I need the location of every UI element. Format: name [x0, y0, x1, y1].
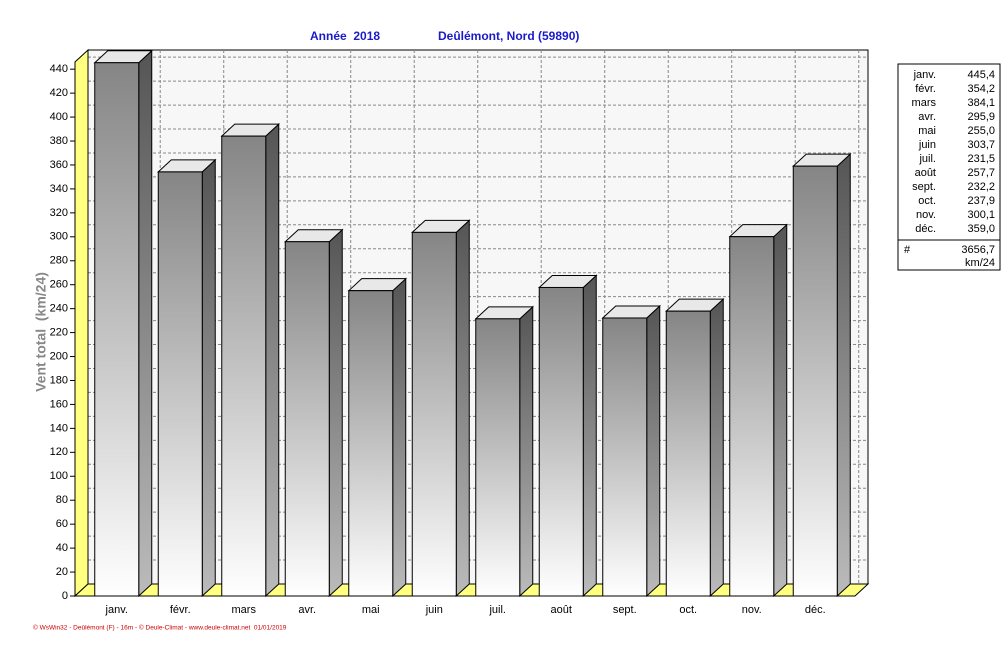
legend-category: mai	[918, 125, 936, 137]
legend-category: nov.	[916, 209, 936, 221]
legend-value: 354,2	[967, 83, 995, 95]
y-tick-label: 340	[50, 183, 68, 195]
bar	[221, 135, 267, 597]
legend-value: 257,7	[967, 167, 995, 179]
bar-side	[201, 158, 216, 598]
legend-value: 384,1	[967, 97, 995, 109]
bar-side	[265, 122, 280, 598]
legend-category: avr.	[918, 111, 936, 123]
bar-side	[519, 305, 534, 598]
x-tick-label: janv.	[105, 604, 128, 616]
bar-side	[455, 219, 470, 598]
y-tick-label: 220	[50, 326, 68, 338]
bar-side	[773, 223, 788, 598]
bar	[538, 286, 584, 597]
bar-side	[836, 153, 851, 598]
legend-box	[897, 63, 1001, 271]
legend-category: août	[915, 167, 936, 179]
x-tick-label: févr.	[170, 604, 191, 616]
y-tick-label: 360	[50, 159, 68, 171]
y-tick-label: 280	[50, 255, 68, 267]
bar	[157, 171, 203, 597]
legend-value: 303,7	[967, 139, 995, 151]
legend-category: sept.	[912, 181, 936, 193]
y-axis-label: Vent total (km/24)	[33, 272, 49, 392]
total-symbol: #	[904, 244, 911, 256]
y-tick-label: 180	[50, 374, 68, 386]
y-tick-label: 160	[50, 398, 68, 410]
x-tick-label: déc.	[805, 604, 826, 616]
bar	[665, 310, 711, 597]
y-tick-label: 400	[50, 111, 68, 123]
bar	[729, 236, 775, 597]
bar	[94, 62, 140, 597]
bar	[602, 317, 648, 597]
y-tick-label: 120	[50, 446, 68, 458]
legend-value: 359,0	[967, 223, 995, 235]
footer: © WsWin32 - Deûlémont (F) - 16m - © Deul…	[33, 624, 287, 632]
y-tick-label: 0	[62, 590, 68, 602]
y-tick-label: 260	[50, 279, 68, 291]
bar	[284, 241, 330, 597]
y-tick-label: 440	[50, 63, 68, 75]
bar-side	[138, 49, 153, 598]
legend-value: 295,9	[967, 111, 995, 123]
x-tick-label: oct.	[679, 604, 697, 616]
legend-category: juil.	[918, 153, 936, 165]
legend-value: 231,5	[967, 153, 995, 165]
legend-category: mars	[912, 97, 937, 109]
legend-value: 232,2	[967, 181, 995, 193]
bar	[475, 318, 521, 597]
legend-value: 237,9	[967, 195, 995, 207]
y-tick-label: 140	[50, 422, 68, 434]
bar-side	[392, 277, 407, 598]
legend-value: 300,1	[967, 209, 995, 221]
x-tick-label: sept.	[613, 604, 637, 616]
y-tick-label: 40	[56, 542, 68, 554]
y-tick-label: 240	[50, 303, 68, 315]
y-tick-label: 420	[50, 87, 68, 99]
bar-side	[582, 274, 597, 598]
legend-category: juin	[918, 139, 936, 151]
x-tick-label: mai	[362, 604, 380, 616]
chart-subtitle: Deûlémont, Nord (59890)	[438, 29, 579, 43]
y-tick-label: 60	[56, 518, 68, 530]
total-value: 3656,7	[961, 244, 995, 256]
bar	[792, 165, 838, 597]
x-tick-label: avr.	[298, 604, 316, 616]
legend-category: févr.	[915, 83, 936, 95]
legend-value: 255,0	[967, 125, 995, 137]
y-tick-label: 300	[50, 231, 68, 243]
legend-category: déc.	[915, 223, 936, 235]
legend-category: janv.	[913, 69, 936, 81]
bar	[411, 231, 457, 597]
total-unit: km/24	[965, 257, 995, 269]
chart-title: Année 2018	[310, 29, 380, 43]
y-tick-label: 320	[50, 207, 68, 219]
bar-side	[646, 304, 661, 598]
x-tick-label: juil.	[488, 604, 506, 616]
bar-side	[328, 228, 343, 598]
bar	[348, 290, 394, 597]
x-tick-label: juin	[425, 604, 443, 616]
x-tick-label: mars	[232, 604, 257, 616]
y-tick-label: 80	[56, 494, 68, 506]
y-tick-label: 380	[50, 135, 68, 147]
bar-side	[709, 298, 724, 598]
y-tick-label: 200	[50, 350, 68, 362]
y-tick-label: 100	[50, 470, 68, 482]
legend-value: 445,4	[967, 69, 995, 81]
x-tick-label: août	[551, 604, 572, 616]
left-wall	[74, 48, 89, 598]
y-tick-label: 20	[56, 566, 68, 578]
x-tick-label: nov.	[742, 604, 762, 616]
legend-category: oct.	[918, 195, 936, 207]
